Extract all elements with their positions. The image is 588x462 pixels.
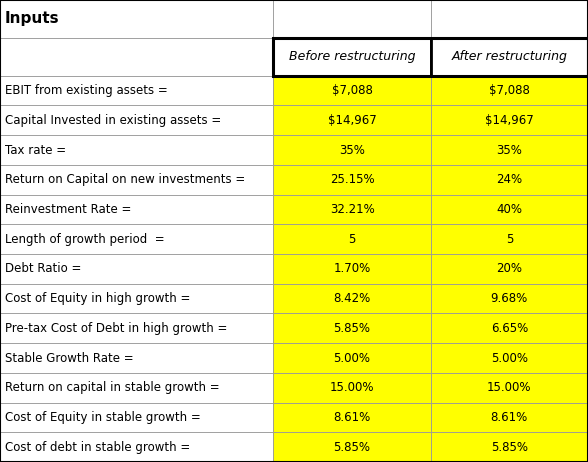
- Text: 35%: 35%: [496, 144, 522, 157]
- Bar: [430, 225, 588, 254]
- Text: 8.61%: 8.61%: [333, 411, 370, 424]
- Text: 8.61%: 8.61%: [491, 411, 528, 424]
- Text: After restructuring: After restructuring: [452, 50, 567, 63]
- Bar: [430, 373, 588, 402]
- Bar: [0, 195, 273, 225]
- Bar: [273, 313, 430, 343]
- Text: 6.65%: 6.65%: [491, 322, 528, 335]
- Bar: [430, 432, 588, 462]
- Text: $14,967: $14,967: [485, 114, 534, 127]
- Bar: [273, 225, 430, 254]
- Text: 20%: 20%: [496, 262, 522, 275]
- Text: 8.42%: 8.42%: [333, 292, 370, 305]
- Bar: [273, 165, 430, 195]
- Bar: [0, 254, 273, 284]
- Bar: [0, 105, 273, 135]
- Text: 1.70%: 1.70%: [333, 262, 370, 275]
- Text: 9.68%: 9.68%: [491, 292, 528, 305]
- Text: Before restructuring: Before restructuring: [289, 50, 415, 63]
- Text: EBIT from existing assets =: EBIT from existing assets =: [5, 84, 168, 97]
- Bar: [273, 135, 430, 165]
- Text: Cost of Equity in stable growth =: Cost of Equity in stable growth =: [5, 411, 201, 424]
- Bar: [430, 343, 588, 373]
- Bar: [273, 38, 430, 76]
- Text: 40%: 40%: [496, 203, 522, 216]
- Bar: [430, 105, 588, 135]
- Text: 5.85%: 5.85%: [333, 441, 370, 454]
- Text: Capital Invested in existing assets =: Capital Invested in existing assets =: [5, 114, 221, 127]
- Bar: [0, 76, 273, 105]
- Text: 5.85%: 5.85%: [491, 441, 528, 454]
- Text: 5: 5: [506, 233, 513, 246]
- Bar: [430, 135, 588, 165]
- Bar: [430, 76, 588, 105]
- Bar: [430, 38, 588, 76]
- Text: Tax rate =: Tax rate =: [5, 144, 66, 157]
- Bar: [273, 76, 430, 105]
- Bar: [273, 195, 430, 225]
- Bar: [0, 313, 273, 343]
- Bar: [0, 343, 273, 373]
- Bar: [430, 0, 588, 38]
- Bar: [430, 195, 588, 225]
- Bar: [273, 432, 430, 462]
- Bar: [430, 402, 588, 432]
- Text: Pre-tax Cost of Debt in high growth =: Pre-tax Cost of Debt in high growth =: [5, 322, 227, 335]
- Bar: [273, 105, 430, 135]
- Bar: [273, 343, 430, 373]
- Text: Debt Ratio =: Debt Ratio =: [5, 262, 81, 275]
- Bar: [0, 225, 273, 254]
- Text: Cost of Equity in high growth =: Cost of Equity in high growth =: [5, 292, 190, 305]
- Text: Inputs: Inputs: [5, 12, 59, 26]
- Text: Return on capital in stable growth =: Return on capital in stable growth =: [5, 381, 219, 394]
- Text: 24%: 24%: [496, 173, 522, 186]
- Bar: [273, 402, 430, 432]
- Bar: [0, 284, 273, 313]
- Bar: [0, 165, 273, 195]
- Text: 5: 5: [348, 233, 356, 246]
- Bar: [273, 254, 430, 284]
- Text: Stable Growth Rate =: Stable Growth Rate =: [5, 352, 133, 365]
- Text: $7,088: $7,088: [489, 84, 530, 97]
- Bar: [0, 402, 273, 432]
- Bar: [0, 135, 273, 165]
- Text: $7,088: $7,088: [332, 84, 373, 97]
- Bar: [273, 373, 430, 402]
- Text: Length of growth period  =: Length of growth period =: [5, 233, 164, 246]
- Text: Cost of debt in stable growth =: Cost of debt in stable growth =: [5, 441, 190, 454]
- Text: 15.00%: 15.00%: [330, 381, 375, 394]
- Text: Reinvestment Rate =: Reinvestment Rate =: [5, 203, 131, 216]
- Text: 15.00%: 15.00%: [487, 381, 532, 394]
- Bar: [0, 38, 273, 76]
- Bar: [273, 0, 430, 38]
- Text: Return on Capital on new investments =: Return on Capital on new investments =: [5, 173, 245, 186]
- Bar: [273, 284, 430, 313]
- Bar: [430, 284, 588, 313]
- Bar: [0, 373, 273, 402]
- Bar: [0, 432, 273, 462]
- Bar: [0, 0, 273, 38]
- Text: 32.21%: 32.21%: [330, 203, 375, 216]
- Text: $14,967: $14,967: [328, 114, 376, 127]
- Bar: [430, 313, 588, 343]
- Bar: [430, 254, 588, 284]
- Bar: [430, 165, 588, 195]
- Text: 25.15%: 25.15%: [330, 173, 375, 186]
- Bar: [273, 38, 588, 76]
- Text: 5.00%: 5.00%: [491, 352, 528, 365]
- Text: 5.00%: 5.00%: [333, 352, 370, 365]
- Text: 5.85%: 5.85%: [333, 322, 370, 335]
- Text: 35%: 35%: [339, 144, 365, 157]
